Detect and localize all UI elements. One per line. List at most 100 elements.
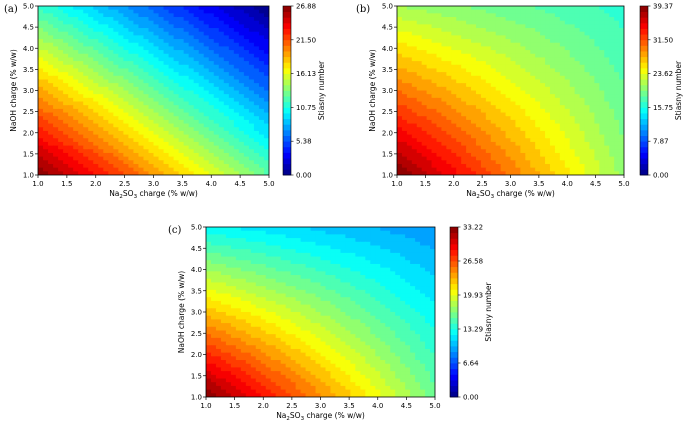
heatmap-cell [258,123,265,128]
heatmap-cell [260,271,267,276]
colorbar-band [283,113,291,120]
heatmap-cell [113,105,119,110]
heatmap-cell [505,50,512,55]
heatmap-cell [193,53,200,59]
heatmap-cell [430,241,435,247]
heatmap-cell [78,156,84,161]
colorbar-band [640,101,648,108]
heatmap-cell [451,90,457,95]
heatmap-cell [554,90,561,95]
heatmap-cell [365,249,371,254]
colorbar-band [640,107,648,114]
heatmap-cell [525,86,531,92]
heatmap-cell [426,163,433,169]
heatmap-cell [123,171,129,175]
heatmap-cell [451,83,457,88]
heatmap-cell [183,20,190,25]
heatmap-cell [253,156,260,161]
heatmap-cell [253,53,260,59]
heatmap-cell [143,160,150,165]
heatmap-cell [530,134,536,139]
heatmap-cell [305,227,312,232]
heatmap-cell [203,79,210,84]
colorbar-band [640,169,648,176]
heatmap-cell [53,130,59,136]
heatmap-cell [48,57,54,62]
heatmap-cell [243,50,250,55]
heatmap-cell [248,163,255,169]
heatmap-cell [133,24,140,29]
heatmap-cell [375,267,381,272]
heatmap-cell [446,134,452,139]
heatmap-cell [330,271,337,276]
heatmap-cell [113,160,119,165]
heatmap-cell [480,127,487,132]
heatmap-cell [599,50,605,55]
heatmap-cell [475,90,482,95]
heatmap-cell [490,68,497,73]
heatmap-cell [58,53,64,59]
heatmap-cell [549,127,556,132]
y-tick-label: 3.5 [382,66,393,74]
heatmap-cell [138,101,145,106]
heatmap-cell [98,35,104,40]
heatmap-cell [198,31,205,36]
x-tick-label: 4.5 [235,180,246,188]
heatmap-cell [243,127,250,132]
heatmap-cell [233,17,240,22]
heatmap-cell [335,252,342,258]
heatmap-cell [426,72,433,77]
heatmap-cell [345,230,351,235]
heatmap-cell [559,156,566,161]
heatmap-cell [198,20,205,25]
heatmap-cell [78,163,84,169]
heatmap-cell [441,90,447,95]
heatmap-cell [325,271,332,276]
heatmap-cell [243,97,250,103]
heatmap-cell [48,145,54,150]
heatmap-cell [188,61,195,66]
heatmap-cell [549,24,556,29]
heatmap-cell [579,112,586,117]
heatmap-cell [559,171,566,175]
heatmap-cell [461,101,467,106]
heatmap-cell [416,105,423,110]
heatmap-cell [258,28,265,33]
heatmap-cell [619,112,624,117]
heatmap-cell [485,90,492,95]
heatmap-cell [609,171,615,175]
heatmap-cell [400,234,406,239]
heatmap-cell [38,13,44,18]
heatmap-cell [245,245,252,250]
heatmap-cell [397,108,403,114]
heatmap-cell [584,112,591,117]
heatmap-cell [416,28,423,33]
heatmap-cell [218,97,225,103]
heatmap-cell [253,138,260,143]
heatmap-cell [545,97,551,103]
heatmap-cell [103,24,109,29]
heatmap-cell [431,42,438,48]
heatmap-cell [401,46,408,51]
heatmap-cell [243,119,250,125]
heatmap-cell [48,127,54,132]
heatmap-cell [243,72,250,77]
heatmap-cell [559,6,566,11]
heatmap-cell [515,46,521,51]
heatmap-cell [530,68,536,73]
heatmap-cell [93,105,99,110]
heatmap-cell [614,105,620,110]
heatmap-cell [584,123,591,128]
heatmap-cell [73,138,79,143]
heatmap-cell [574,17,581,22]
heatmap-cell [208,57,215,62]
heatmap-cell [466,130,472,136]
heatmap-cell [63,145,69,150]
heatmap-cell [451,13,457,18]
heatmap-cell [515,86,521,92]
heatmap-cell [98,152,104,158]
heatmap-cell [535,13,541,18]
heatmap-cell [53,20,59,25]
heatmap-cell [163,163,170,169]
heatmap-cell [43,72,49,77]
